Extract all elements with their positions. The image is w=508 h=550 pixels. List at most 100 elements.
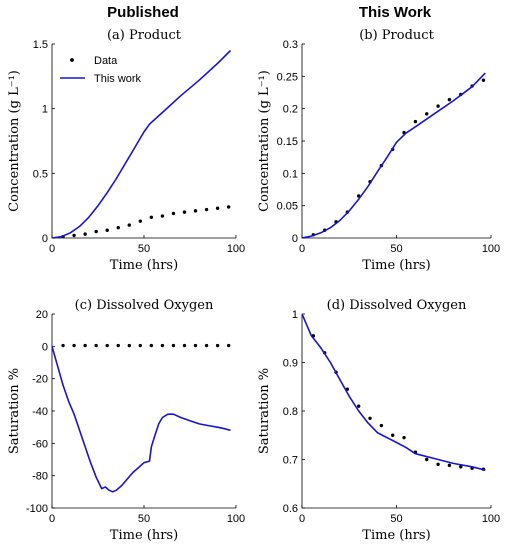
data-point [368,416,372,420]
data-point [72,343,76,348]
y-tick-label: 20 [36,309,48,321]
x-axis-label: Time (hrs) [110,528,178,543]
data-point [171,211,176,216]
y-tick-label: 0.25 [277,71,298,83]
data-point [149,343,154,348]
data-point [83,343,87,348]
panel-3: 0 50 100 -100 -80 -60 -40 -20 0 20 (c) Dissolved O… [7,298,245,543]
data-point [226,205,231,209]
y-axis-label: Saturation % [7,368,22,454]
y-tick-label: 0.15 [277,136,298,148]
y-tick-label: 0.5 [33,168,48,180]
data-point [105,228,109,232]
y-tick-label: 0.3 [283,39,298,51]
x-tick-label: 50 [138,513,150,525]
series-line [52,346,231,493]
data-point [425,457,429,462]
data-group [302,313,486,471]
data-group [52,343,231,493]
data-point [127,223,131,227]
y-tick-label: 0.6 [283,503,298,515]
x-tick-label: 100 [482,243,500,255]
data-point [72,233,76,238]
data-point [116,225,120,230]
data-point [61,343,65,348]
data-point [149,215,154,220]
panel-4: 0 50 100 0.6 0.7 0.8 0.9 1 (d) Dissolved Oxygen T… [257,298,500,543]
panel-title: (a) Product [107,28,182,43]
data-point [83,232,87,236]
y-axis-label: Concentration (g L⁻¹) [257,70,272,212]
data-point [436,104,440,108]
panel-title: (b) Product [359,28,434,43]
x-tick-label: 50 [390,513,402,525]
y-tick-label: 0.05 [277,201,298,213]
data-point [171,343,176,348]
panel-title: (c) Dissolved Oxygen [75,298,214,313]
data-point [160,343,165,348]
data-point [215,343,220,348]
data-point [357,404,361,408]
axis-lines [51,314,236,509]
data-point [226,343,231,348]
y-tick-label: -60 [32,438,48,450]
data-point [160,214,165,218]
panel-1: 0 50 100 0 0.5 1 1.5 (a) Product Time (hrs) Conce… [7,28,245,273]
y-tick-label: 0.9 [283,358,298,370]
axis-lines [301,314,491,509]
data-point [447,97,452,102]
data-point [105,343,109,348]
data-point [182,210,187,214]
y-tick-label: -100 [26,503,48,515]
data-point [413,119,418,124]
legend: Data This work [60,55,142,85]
y-tick-label: 0 [42,233,48,245]
y-tick-label: -40 [32,406,48,418]
data-point [447,463,452,468]
data-group [302,72,486,238]
axis-lines [51,44,236,239]
data-point [127,343,131,348]
legend-marker-data [70,58,74,62]
panel-2: 0 50 100 0 0.05 0.1 0.15 0.2 0.25 0.3 (b) Product T… [257,28,500,273]
y-tick-label: 0.1 [283,168,298,180]
x-axis-label: Time (hrs) [362,258,430,273]
legend-label-model: This work [94,73,142,85]
x-tick-label: 0 [299,513,305,525]
panel-title: (d) Dissolved Oxygen [327,298,467,313]
series-line [52,49,232,238]
series-line [302,72,486,238]
y-tick-label: 0.8 [283,406,298,418]
y-tick-label: 0.7 [283,455,298,467]
y-tick-label: 1 [42,104,48,116]
x-tick-label: 0 [49,243,55,255]
x-axis-label: Time (hrs) [362,528,430,543]
y-tick-label: 0 [42,341,48,353]
x-tick-label: 50 [138,243,150,255]
y-tick-label: -20 [32,374,48,386]
x-tick-label: 50 [390,243,402,255]
y-tick-label: 0 [292,233,298,245]
x-tick-label: 100 [227,513,245,525]
column-title-this-work: This Work [359,4,432,21]
data-point [182,343,187,348]
data-group [52,49,232,238]
data-point [193,343,198,348]
legend-label-data: Data [94,55,118,67]
series-line [302,313,486,471]
x-tick-label: 0 [49,513,55,525]
x-tick-label: 100 [482,513,500,525]
data-point [402,435,406,440]
column-title-published: Published [107,4,179,21]
x-tick-label: 100 [227,243,245,255]
data-point [116,343,120,348]
data-point [94,343,98,348]
data-point [138,219,143,223]
data-point [204,343,209,348]
data-point [204,207,209,212]
y-axis-label: Saturation % [257,368,272,454]
data-point [391,433,395,437]
x-tick-label: 0 [299,243,305,255]
